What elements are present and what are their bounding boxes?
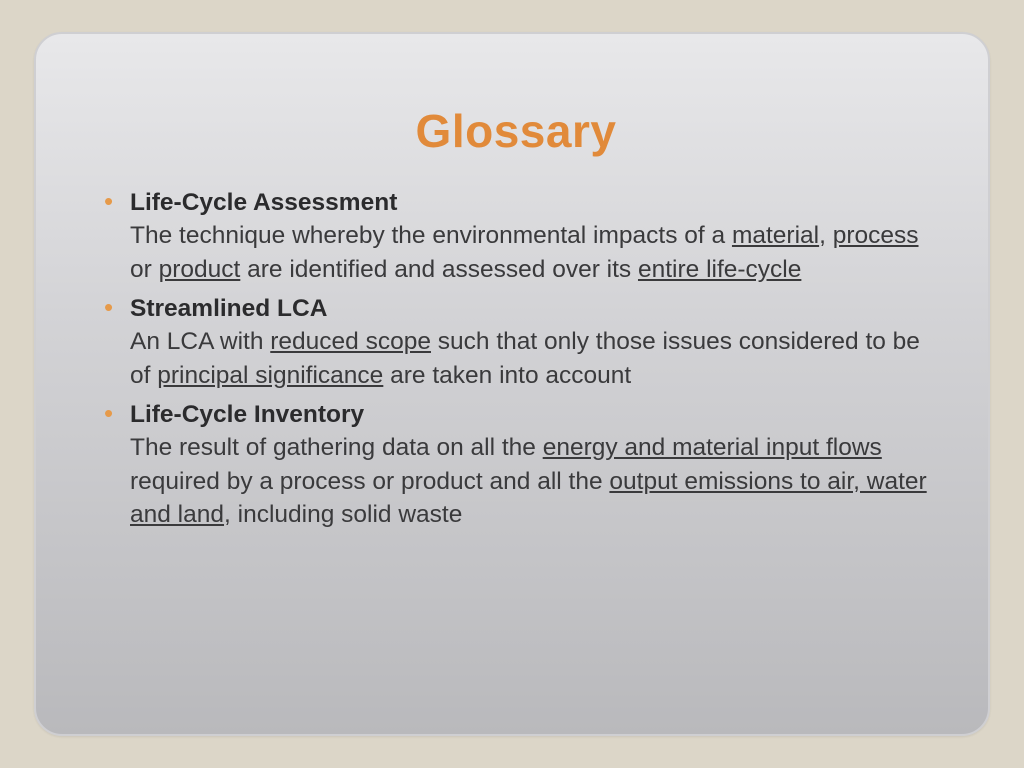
glossary-item: Life-Cycle Assessment The technique wher… — [100, 186, 940, 286]
glossary-list: Life-Cycle Assessment The technique wher… — [92, 186, 940, 531]
underlined-text: principal significance — [157, 362, 383, 389]
underlined-text: process — [833, 222, 919, 249]
term-definition: An LCA with reduced scope such that only… — [130, 325, 940, 392]
def-text: The result of gathering data on all the — [130, 434, 543, 461]
slide-title: Glossary — [92, 104, 940, 158]
glossary-item: Streamlined LCA An LCA with reduced scop… — [100, 292, 940, 392]
def-text: required by a process or product and all… — [130, 468, 609, 495]
glossary-item: Life-Cycle Inventory The result of gathe… — [100, 398, 940, 531]
term-definition: The technique whereby the environmental … — [130, 219, 940, 286]
underlined-text: material — [732, 222, 819, 249]
def-text: , including solid waste — [224, 501, 462, 528]
slide-card: Glossary Life-Cycle Assessment The techn… — [34, 32, 990, 736]
def-text: are identified and assessed over its — [240, 256, 638, 283]
underlined-text: energy and material input flows — [543, 434, 882, 461]
term-definition: The result of gathering data on all the … — [130, 431, 940, 531]
term-label: Streamlined LCA — [130, 295, 327, 322]
underlined-text: entire life-cycle — [638, 256, 801, 283]
def-text: or — [130, 256, 159, 283]
term-label: Life-Cycle Assessment — [130, 189, 397, 216]
term-label: Life-Cycle Inventory — [130, 401, 364, 428]
def-text: An LCA with — [130, 328, 270, 355]
def-text: , — [819, 222, 833, 249]
def-text: are taken into account — [383, 362, 631, 389]
def-text: The technique whereby the environmental … — [130, 222, 732, 249]
underlined-text: product — [159, 256, 241, 283]
underlined-text: reduced scope — [270, 328, 431, 355]
